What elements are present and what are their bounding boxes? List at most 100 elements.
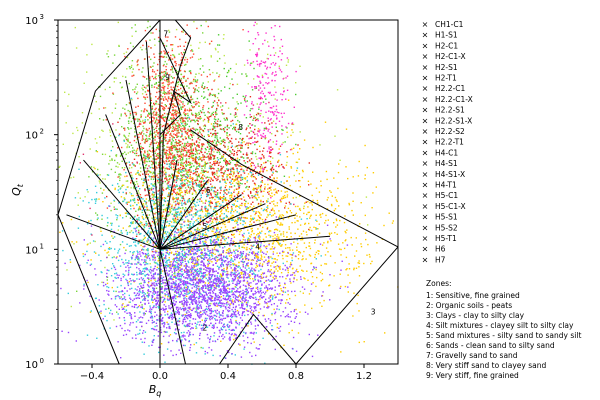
- legend-label: H2-S1: [435, 63, 458, 72]
- legend-entry: × CH1-C1: [422, 20, 464, 29]
- legend-label: H6: [435, 245, 446, 254]
- zone-boundary-14: [159, 235, 331, 250]
- legend-marker-icon: ×: [422, 74, 429, 83]
- legend-marker-icon: ×: [422, 138, 429, 147]
- legend-marker-icon: ×: [422, 213, 429, 222]
- zone-label-7: 7: [163, 29, 168, 38]
- zone-label-2: 2: [203, 324, 208, 333]
- zones-legend-item: 7: Gravelly sand to sand: [426, 351, 518, 360]
- zone-boundary-0: [57, 19, 161, 365]
- legend-label: H2-C1: [435, 41, 458, 50]
- legend-marker-icon: ×: [422, 52, 429, 61]
- legend-marker-icon: ×: [422, 170, 429, 179]
- legend-marker-icon: ×: [422, 84, 429, 93]
- legend-entry: × H2.2-S2: [422, 127, 465, 136]
- legend-label: H5-C1: [435, 191, 458, 200]
- legend-label: H4-S1: [435, 159, 458, 168]
- legend-label: H2.2-C1-X: [435, 95, 473, 104]
- legend-entry: × H4-S1: [422, 159, 458, 168]
- legend-label: H4-S1-X: [435, 170, 465, 179]
- x-tick-label: 1.2: [356, 371, 372, 382]
- legend-marker-icon: ×: [422, 202, 429, 211]
- x-tick-label: 0.0: [152, 371, 168, 382]
- zone-label-9: 9: [165, 73, 170, 82]
- legend-marker-icon: ×: [422, 223, 429, 232]
- legend-entry: × H2-S1: [422, 63, 458, 72]
- legend-label: H2.2-T1: [435, 138, 464, 147]
- legend-marker-icon: ×: [422, 245, 429, 254]
- y-tick-label: 10: [25, 360, 38, 371]
- zone-label-8: 8: [238, 123, 243, 132]
- legend-marker-icon: ×: [422, 127, 429, 136]
- zone-boundary-17: [219, 313, 297, 365]
- zone-boundary-16: [295, 246, 399, 365]
- legend-entry: × H5-S1: [422, 213, 458, 222]
- legend-entry: × H2.2-C1: [422, 84, 466, 93]
- zone-boundary-10: [159, 180, 209, 250]
- legend-marker-icon: ×: [422, 106, 429, 115]
- y-tick-label: 10: [25, 245, 38, 256]
- series-legend: × CH1-C1× H1-S1× H2-C1× H2-C1-X× H2-S1× H2-T1×…: [422, 20, 473, 264]
- legend-label: H5-S1: [435, 213, 458, 222]
- zone-boundary-15: [190, 129, 399, 248]
- zones-legend-item: 3: Clays - clay to silty clay: [426, 311, 525, 320]
- legend-label: H5-C1-X: [435, 202, 466, 211]
- zone-label-4: 4: [255, 242, 260, 251]
- y-tick-exponent: 1: [40, 242, 44, 250]
- point-cloud-6: [61, 78, 322, 365]
- legend-label: H7: [435, 255, 446, 264]
- x-tick-label: 0.8: [288, 371, 304, 382]
- zone-boundary-12: [159, 203, 266, 250]
- zone-boundary-6: [105, 114, 161, 250]
- y-tick-exponent: 0: [40, 357, 44, 365]
- zones-legend-item: 4: Silt mixtures - clayey silt to silty …: [426, 321, 574, 330]
- legend-entry: × H4-C1: [422, 148, 459, 157]
- legend-label: H2.2-S2: [435, 127, 465, 136]
- zone-boundary-2: [159, 249, 186, 365]
- legend-label: H2.2-C1: [435, 84, 466, 93]
- legend-marker-icon: ×: [422, 148, 429, 157]
- legend-entry: × H5-S2: [422, 223, 458, 232]
- zones-legend-item: 8: Very stiff sand to clayey sand: [426, 361, 546, 370]
- legend-entry: × H6: [422, 245, 446, 254]
- legend-entry: × H2-C1: [422, 41, 459, 50]
- legend-entry: × H2.2-C1-X: [422, 95, 473, 104]
- zone-label-3: 3: [371, 308, 376, 317]
- y-tick-label: 10: [25, 131, 38, 142]
- scatter-points: [58, 20, 399, 365]
- legend-marker-icon: ×: [422, 63, 429, 72]
- point-cloud-8: [243, 21, 297, 199]
- legend-label: H2-T1: [435, 74, 457, 83]
- legend-label: H4-T1: [435, 181, 457, 190]
- legend-label: H4-C1: [435, 148, 458, 157]
- point-cloud-4: [106, 83, 310, 272]
- legend-marker-icon: ×: [422, 20, 429, 29]
- zone-boundary-7: [125, 79, 161, 250]
- legend-entry: × H5-C1: [422, 191, 459, 200]
- legend-entry: × H2-C1-X: [422, 52, 466, 61]
- legend-entry: × H4-T1: [422, 181, 457, 190]
- zone-label-6: 6: [206, 186, 211, 195]
- legend-label: H5-S2: [435, 223, 458, 232]
- zones-legend-item: 6: Sands - clean sand to silty sand: [426, 341, 555, 350]
- legend-marker-icon: ×: [422, 116, 429, 125]
- legend-marker-icon: ×: [422, 181, 429, 190]
- y-axis-label: Qt: [10, 183, 25, 196]
- zones-legend-item: 1: Sensitive, fine grained: [426, 291, 520, 300]
- legend-marker-icon: ×: [422, 255, 429, 264]
- legend-marker-icon: ×: [422, 234, 429, 243]
- zone-boundary-5: [83, 159, 161, 250]
- y-tick-exponent: 3: [40, 13, 44, 21]
- legend-marker-icon: ×: [422, 191, 429, 200]
- legend-entry: × H5-T1: [422, 234, 457, 243]
- legend-label: H2.2-S1: [435, 106, 465, 115]
- legend-entry: × H1-S1: [422, 31, 458, 40]
- zone-label-5: 5: [203, 222, 208, 231]
- legend-marker-icon: ×: [422, 159, 429, 168]
- zone-number-labels: 2 7 3 9 6 5 4 8: [163, 29, 375, 332]
- legend-label: CH1-C1: [435, 20, 464, 29]
- point-cloud-7: [60, 188, 349, 359]
- legend-marker-icon: ×: [422, 41, 429, 50]
